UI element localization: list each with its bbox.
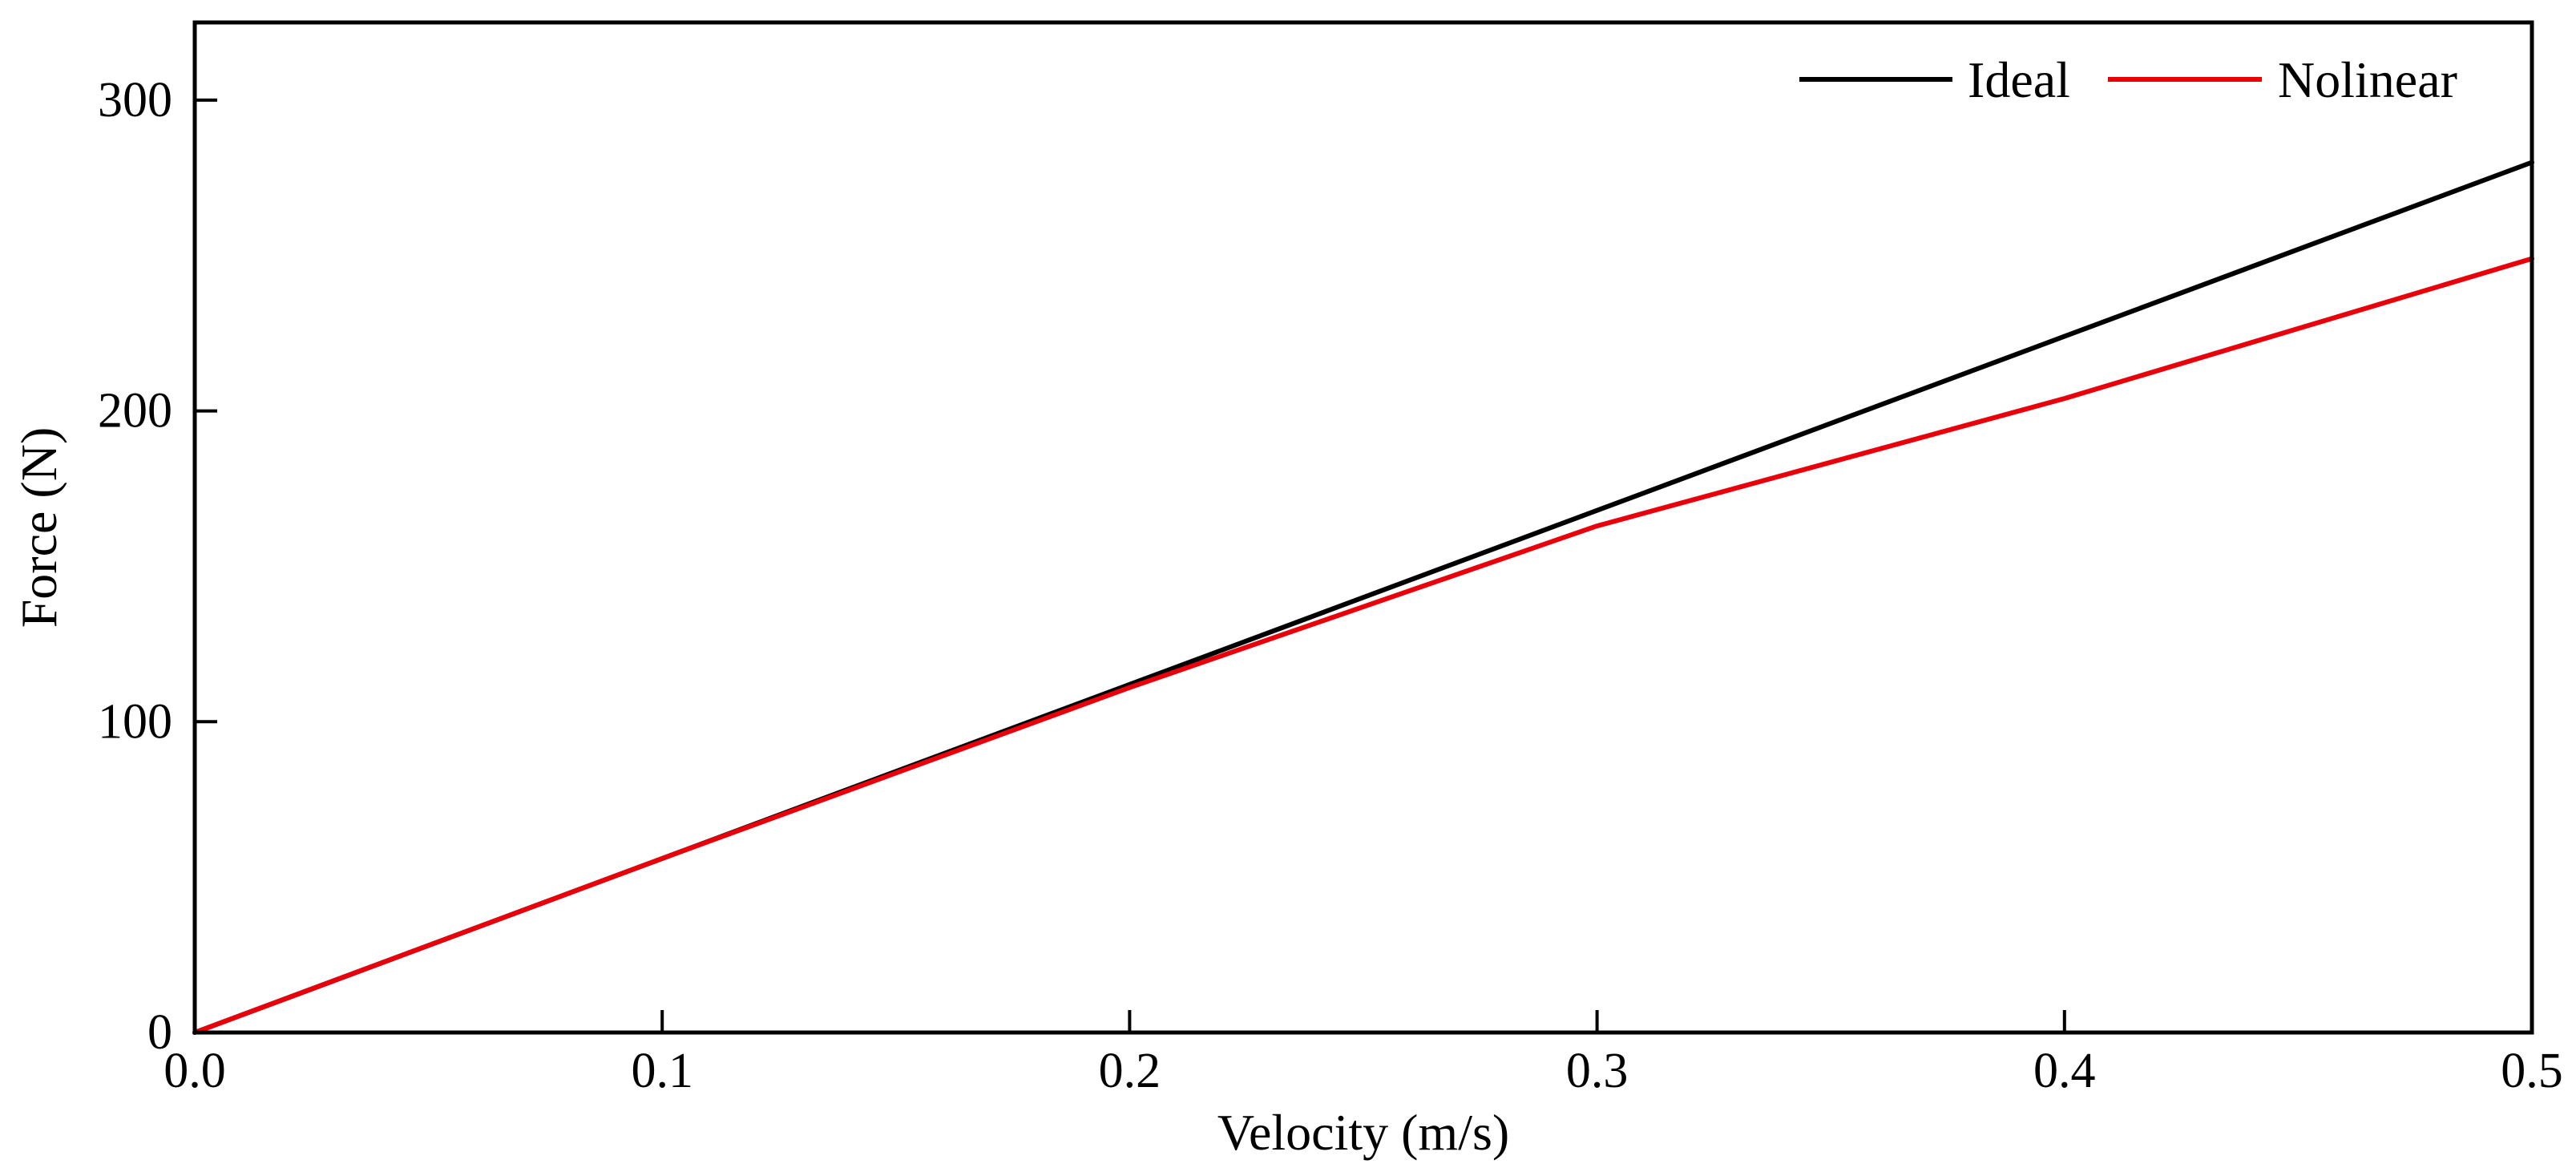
x-tick-label: 0.1 — [631, 1044, 693, 1098]
x-tick-label: 0.4 — [2033, 1044, 2096, 1098]
x-axis-ticks: 0.0 0.1 0.2 0.3 0.4 0.5 — [164, 1010, 2563, 1098]
y-tick-label: 200 — [98, 384, 172, 438]
legend-label-ideal: Ideal — [1968, 51, 2070, 108]
y-axis-ticks: 0 100 200 300 — [98, 73, 217, 1060]
y-tick-label: 0 — [147, 1005, 172, 1060]
x-tick-label: 0.3 — [1566, 1044, 1629, 1098]
y-tick-label: 300 — [98, 73, 172, 127]
plot-frame — [192, 20, 2534, 1035]
y-tick-label: 100 — [98, 694, 172, 749]
x-tick-label: 0.0 — [164, 1044, 226, 1098]
series-layer — [192, 160, 2534, 1035]
x-tick-label: 0.2 — [1099, 1044, 1161, 1098]
series-line-nolinear — [192, 256, 2534, 1035]
legend-label-nolinear: Nolinear — [2278, 51, 2457, 108]
x-axis-title: Velocity (m/s) — [1217, 1104, 1509, 1161]
y-axis-title: Force (N) — [10, 427, 67, 628]
legend: Ideal Nolinear — [1799, 51, 2457, 108]
x-tick-label: 0.5 — [2501, 1044, 2563, 1098]
